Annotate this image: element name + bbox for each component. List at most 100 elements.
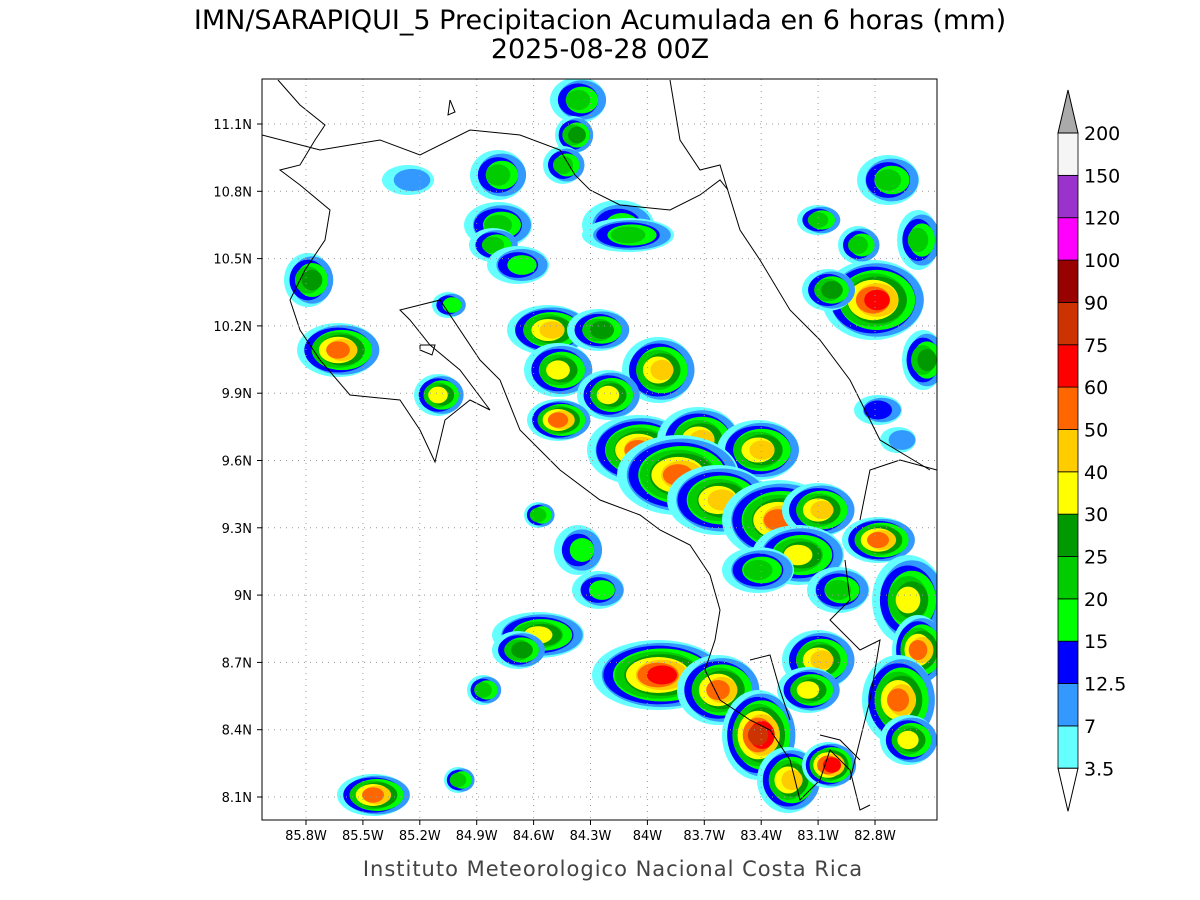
colorbar-label: 12.5 bbox=[1084, 674, 1126, 696]
lon-label: 85.5W bbox=[342, 829, 384, 844]
rain-contour bbox=[565, 89, 591, 111]
colorbar-label: 75 bbox=[1084, 335, 1108, 357]
lat-label: 10.8N bbox=[213, 185, 252, 200]
rain-contour bbox=[596, 385, 620, 405]
lon-label: 84.3W bbox=[570, 829, 612, 844]
colorbar-box bbox=[1057, 640, 1079, 684]
colorbar-label: 30 bbox=[1084, 504, 1108, 526]
rain-contour bbox=[474, 682, 492, 698]
colorbar-label: 200 bbox=[1084, 123, 1120, 145]
rain-contour bbox=[864, 289, 890, 311]
rain-contour bbox=[589, 580, 615, 600]
lon-label: 85.2W bbox=[399, 829, 441, 844]
rain-contour bbox=[569, 538, 595, 562]
rain-contour bbox=[867, 532, 889, 548]
rain-contour bbox=[781, 769, 803, 791]
colorbar-box bbox=[1057, 132, 1079, 176]
lat-label: 9N bbox=[234, 589, 252, 604]
colorbar-box bbox=[1057, 429, 1079, 473]
lat-label: 8.7N bbox=[222, 656, 252, 671]
rain-contour bbox=[529, 507, 547, 523]
colorbar-label: 20 bbox=[1084, 589, 1108, 611]
rain-contour bbox=[449, 772, 467, 788]
rain-contour bbox=[908, 640, 928, 660]
lat-label: 9.3N bbox=[222, 522, 252, 537]
lon-label: 84W bbox=[633, 829, 663, 844]
colorbar: 3.5 7 12.5 15 20 25 30 40 50 60 75 90 100 120 150 200 bbox=[1057, 89, 1126, 812]
colorbar-box bbox=[1057, 386, 1079, 430]
rain-contour bbox=[393, 168, 431, 192]
rain-contour bbox=[507, 255, 537, 275]
colorbar-label: 15 bbox=[1084, 631, 1108, 653]
rain-contour bbox=[887, 688, 909, 712]
rain-contour bbox=[546, 360, 570, 380]
rain-contour bbox=[897, 730, 919, 750]
rain-contour bbox=[824, 579, 852, 601]
rain-contour bbox=[646, 665, 678, 685]
colorbar-box bbox=[1057, 556, 1079, 600]
lon-label: 85.8W bbox=[285, 829, 327, 844]
rain-contour bbox=[888, 430, 916, 450]
rain-contour bbox=[783, 544, 813, 566]
colorbar-label: 100 bbox=[1084, 250, 1120, 272]
colorbar-label: 25 bbox=[1084, 547, 1108, 569]
colorbar-box bbox=[1057, 259, 1079, 303]
rain-contour bbox=[485, 164, 511, 186]
rain-contour bbox=[428, 386, 448, 404]
coastlines bbox=[262, 79, 937, 811]
rain-contour bbox=[362, 787, 384, 803]
colorbar-label: 60 bbox=[1084, 377, 1108, 399]
colorbar-box bbox=[1057, 174, 1079, 219]
rain-contour bbox=[511, 641, 533, 659]
lat-label: 8.4N bbox=[222, 724, 252, 739]
rain-contour bbox=[747, 724, 769, 746]
subtitle: 2025-08-28 00Z bbox=[491, 34, 709, 65]
lon-label: 83.1W bbox=[797, 829, 839, 844]
colorbar-box bbox=[1057, 301, 1079, 346]
rain-contour bbox=[553, 156, 573, 174]
colorbar-box bbox=[1057, 513, 1079, 557]
colorbar-label: 3.5 bbox=[1084, 758, 1114, 780]
rain-contour bbox=[796, 681, 820, 699]
colorbar-box bbox=[1057, 683, 1079, 727]
lat-label: 8.1N bbox=[222, 791, 252, 806]
rain-contour bbox=[810, 650, 834, 670]
colorbar-box bbox=[1057, 725, 1079, 769]
rain-contour bbox=[895, 586, 921, 614]
rain-contour bbox=[807, 212, 829, 228]
footer: Instituto Meteorologico Nacional Costa R… bbox=[363, 857, 863, 881]
colorbar-under bbox=[1057, 767, 1079, 812]
colorbar-box bbox=[1057, 471, 1079, 515]
lat-label: 9.9N bbox=[222, 387, 252, 402]
rain-contour bbox=[907, 227, 929, 253]
colorbar-box bbox=[1057, 217, 1079, 261]
lon-label: 82.8W bbox=[854, 829, 896, 844]
lon-label: 84.9W bbox=[456, 829, 498, 844]
rain-contour bbox=[650, 359, 674, 381]
lon-label: 83.4W bbox=[740, 829, 782, 844]
colorbar-label: 120 bbox=[1084, 208, 1120, 230]
rain-contour bbox=[848, 236, 868, 254]
rain-contour bbox=[589, 321, 615, 339]
rain-contour bbox=[917, 348, 937, 372]
colorbar-label: 90 bbox=[1084, 292, 1108, 314]
colorbar-label: 150 bbox=[1084, 165, 1120, 187]
rain-contour bbox=[326, 341, 350, 359]
rain-contour bbox=[481, 236, 505, 254]
grid: 11.1N 10.8N 10.5N 10.2N 9.9N 9.6N 9.3N 9N 8.7N 8.… bbox=[213, 79, 937, 844]
title: IMN/SARAPIQUI_5 Precipitacion Acumulada … bbox=[194, 5, 1006, 36]
colorbar-label: 40 bbox=[1084, 462, 1108, 484]
lat-label: 10.2N bbox=[213, 320, 252, 335]
lat-label: 11.1N bbox=[213, 118, 252, 133]
lon-label: 83.7W bbox=[683, 829, 725, 844]
rain-contour bbox=[874, 169, 902, 191]
rain-contour bbox=[749, 440, 775, 460]
lon-label: 84.6W bbox=[513, 829, 555, 844]
lat-label: 10.5N bbox=[213, 253, 252, 268]
rain-contour bbox=[810, 500, 834, 520]
colorbar-box bbox=[1057, 344, 1079, 388]
rain-contour bbox=[821, 281, 843, 299]
precipitation-field bbox=[284, 79, 937, 816]
rain-contour bbox=[743, 559, 773, 581]
rain-contour bbox=[610, 226, 646, 244]
